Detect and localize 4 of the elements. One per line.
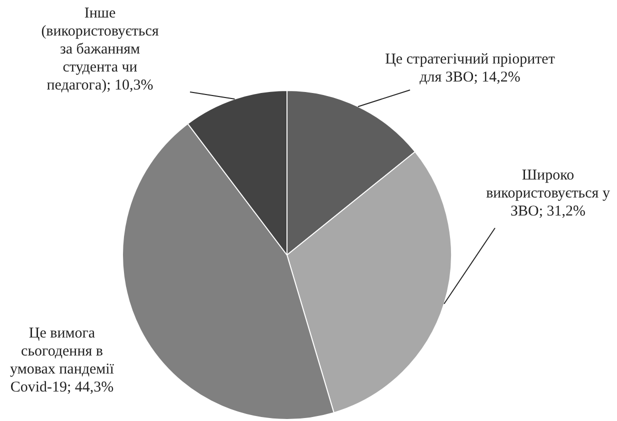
slice-label: Це стратегічний пріоритет для ЗВО; 14,2%	[385, 51, 556, 86]
slice-label: Широко використовується у ЗВО; 31,2%	[486, 167, 610, 220]
slice-label: Інше (використовується за бажанням студента чи педагога); 10,3%	[41, 5, 159, 94]
slice-label: Це вимога сьогодення в умовах пандемії Covid-19; 44,3%	[10, 325, 115, 396]
